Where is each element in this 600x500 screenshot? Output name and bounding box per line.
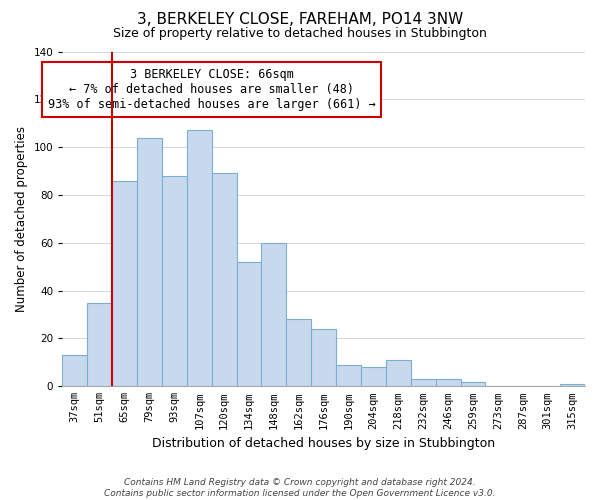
Bar	[62, 355, 87, 386]
Bar	[386, 360, 411, 386]
Bar	[436, 379, 461, 386]
Bar	[162, 176, 187, 386]
Bar	[286, 320, 311, 386]
Text: Size of property relative to detached houses in Stubbington: Size of property relative to detached ho…	[113, 28, 487, 40]
Y-axis label: Number of detached properties: Number of detached properties	[15, 126, 28, 312]
Bar	[187, 130, 212, 386]
Bar	[461, 382, 485, 386]
Bar	[311, 329, 336, 386]
Text: 3, BERKELEY CLOSE, FAREHAM, PO14 3NW: 3, BERKELEY CLOSE, FAREHAM, PO14 3NW	[137, 12, 463, 28]
Text: 3 BERKELEY CLOSE: 66sqm
← 7% of detached houses are smaller (48)
93% of semi-det: 3 BERKELEY CLOSE: 66sqm ← 7% of detached…	[48, 68, 376, 111]
Bar	[411, 379, 436, 386]
Bar	[560, 384, 585, 386]
Bar	[336, 365, 361, 386]
Bar	[236, 262, 262, 386]
Bar	[361, 367, 386, 386]
Bar	[212, 174, 236, 386]
Text: Contains HM Land Registry data © Crown copyright and database right 2024.
Contai: Contains HM Land Registry data © Crown c…	[104, 478, 496, 498]
Bar	[87, 302, 112, 386]
X-axis label: Distribution of detached houses by size in Stubbington: Distribution of detached houses by size …	[152, 437, 495, 450]
Bar	[262, 243, 286, 386]
Bar	[112, 180, 137, 386]
Bar	[137, 138, 162, 386]
